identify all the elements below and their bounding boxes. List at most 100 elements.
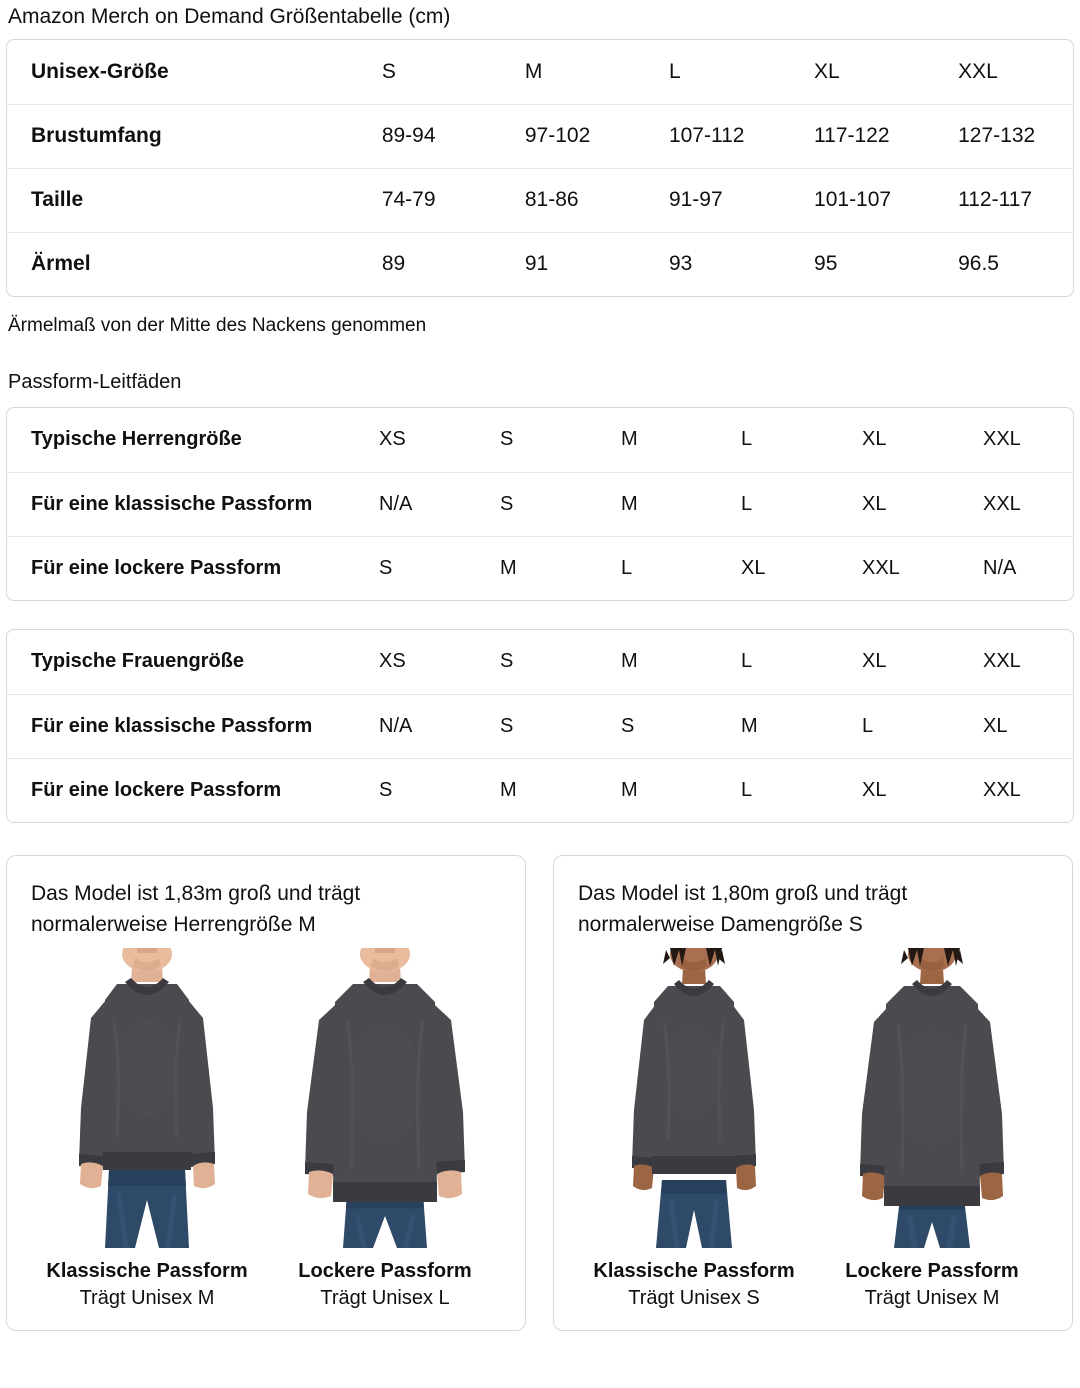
cell: XXL: [958, 59, 998, 83]
figure-caption: Klassische Passform: [593, 1260, 795, 1282]
cell: XXL: [983, 428, 1021, 451]
row-label: Brustumfang: [7, 103, 382, 168]
figure-subcaption: Trägt Unisex M: [79, 1287, 215, 1309]
row-label: Taille: [7, 167, 382, 232]
cell: M: [500, 535, 621, 600]
cell: S: [381, 59, 396, 83]
cell: XL: [814, 59, 840, 83]
figure-subcaption: Trägt Unisex S: [628, 1287, 760, 1309]
model-figure-loose: Lockere Passform Trägt Unisex M: [816, 948, 1048, 1312]
row-label: Für eine lockere Passform: [7, 535, 379, 600]
cell: M: [621, 471, 741, 536]
row-label: Typische Frauengröße: [31, 650, 245, 673]
cell: XS: [379, 428, 406, 451]
cell: M: [621, 428, 638, 451]
cell: L: [741, 471, 862, 536]
womens-model-card: Das Model ist 1,80m groß und trägt norma…: [553, 855, 1073, 1331]
cell: L: [741, 428, 753, 451]
table-row: Ärmel 89 91 93 95 96.5: [7, 231, 1073, 296]
cell: 97-102: [524, 103, 669, 168]
cell: 117-122: [814, 103, 959, 168]
model-cards: Das Model ist 1,83m groß und trägt norma…: [6, 855, 1074, 1331]
cell: XL: [862, 428, 887, 451]
cell: M: [621, 757, 741, 822]
figure-caption: Lockere Passform: [298, 1260, 472, 1282]
cell: 91-97: [668, 167, 815, 232]
cell: XL: [741, 535, 862, 600]
table-row: Für eine lockere Passform S M L XL XXL N…: [7, 535, 1073, 600]
cell: XXL: [862, 535, 983, 600]
male-loose-fit-image: [269, 948, 501, 1248]
cell: S: [500, 471, 621, 536]
row-label: Typische Herrengröße: [31, 428, 242, 451]
cell: 93: [668, 231, 815, 296]
male-classic-fit-image: [31, 948, 263, 1248]
unisex-size-table: Unisex-Größe S M L XL XXL Brustumfang 89…: [7, 40, 1073, 296]
cell: N/A: [379, 471, 500, 536]
cell: XL: [862, 471, 983, 536]
cell: 81-86: [524, 167, 669, 232]
cell: L: [621, 535, 741, 600]
row-label: Unisex-Größe: [31, 59, 169, 83]
cell: M: [741, 693, 862, 758]
figure-subcaption: Trägt Unisex L: [320, 1287, 450, 1309]
cell: L: [668, 59, 681, 83]
cell: XXL: [983, 471, 1073, 536]
figure-caption: Klassische Passform: [46, 1260, 248, 1282]
table-row: Für eine klassische Passform N/A S S M L…: [7, 693, 1073, 758]
table-row: Taille 74-79 81-86 91-97 101-107 112-117: [7, 167, 1073, 232]
table-row: Typische Herrengröße XS S M L XL XXL: [7, 408, 1073, 472]
cell: L: [741, 650, 753, 673]
table-row: Für eine lockere Passform S M M L XL XXL: [7, 757, 1073, 822]
female-classic-fit-image: [578, 948, 810, 1248]
table-row: Brustumfang 89-94 97-102 107-112 117-122…: [7, 103, 1073, 168]
cell: N/A: [983, 535, 1073, 600]
cell: XL: [862, 650, 887, 673]
cell: S: [500, 693, 621, 758]
cell: M: [500, 757, 621, 822]
womens-fit-guide-card: Typische Frauengröße XS S M L XL XXL Für…: [6, 629, 1074, 823]
mens-model-card: Das Model ist 1,83m groß und trägt norma…: [6, 855, 526, 1331]
table-row: Für eine klassische Passform N/A S M L X…: [7, 471, 1073, 536]
mens-fit-table: Typische Herrengröße XS S M L XL XXL Für…: [7, 408, 1073, 600]
cell: S: [500, 428, 514, 451]
model-headline: Das Model ist 1,80m groß und trägt norma…: [578, 882, 908, 936]
mens-fit-guide-card: Typische Herrengröße XS S M L XL XXL Für…: [6, 407, 1074, 601]
cell: XS: [379, 650, 406, 673]
row-label: Für eine klassische Passform: [7, 471, 379, 536]
figure-caption: Lockere Passform: [845, 1260, 1019, 1282]
sleeve-measurement-note: Ärmelmaß von der Mitte des Nackens genom…: [8, 315, 427, 336]
cell: M: [524, 59, 543, 83]
cell: L: [862, 693, 983, 758]
cell: N/A: [379, 693, 500, 758]
cell: 95: [814, 231, 959, 296]
table-row: Typische Frauengröße XS S M L XL XXL: [7, 630, 1073, 694]
page-title: Amazon Merch on Demand Größentabelle (cm…: [8, 5, 451, 28]
cell: 74-79: [381, 167, 525, 232]
cell: 89: [381, 231, 525, 296]
womens-fit-table: Typische Frauengröße XS S M L XL XXL Für…: [7, 630, 1073, 822]
cell: S: [379, 535, 500, 600]
female-loose-fit-image: [816, 948, 1048, 1248]
row-label: Für eine klassische Passform: [7, 693, 379, 758]
cell: 96.5: [958, 231, 1073, 296]
cell: 127-132: [958, 103, 1073, 168]
cell: XXL: [983, 650, 1021, 673]
cell: XXL: [983, 757, 1073, 822]
cell: 89-94: [381, 103, 525, 168]
fit-guides-heading: Passform-Leitfäden: [8, 371, 182, 393]
model-headline: Das Model ist 1,83m groß und trägt norma…: [31, 882, 361, 936]
figure-subcaption: Trägt Unisex M: [864, 1287, 1000, 1309]
model-figure-classic: Klassische Passform Trägt Unisex M: [31, 948, 263, 1312]
table-row: Unisex-Größe S M L XL XXL: [7, 40, 1073, 104]
model-figure-classic: Klassische Passform Trägt Unisex S: [578, 948, 810, 1312]
cell: 107-112: [668, 103, 815, 168]
model-figure-loose: Lockere Passform Trägt Unisex L: [269, 948, 501, 1312]
cell: XL: [983, 693, 1073, 758]
cell: XL: [862, 757, 983, 822]
cell: 112-117: [958, 167, 1073, 232]
row-label: Für eine lockere Passform: [7, 757, 379, 822]
cell: 91: [524, 231, 669, 296]
cell: S: [621, 693, 741, 758]
